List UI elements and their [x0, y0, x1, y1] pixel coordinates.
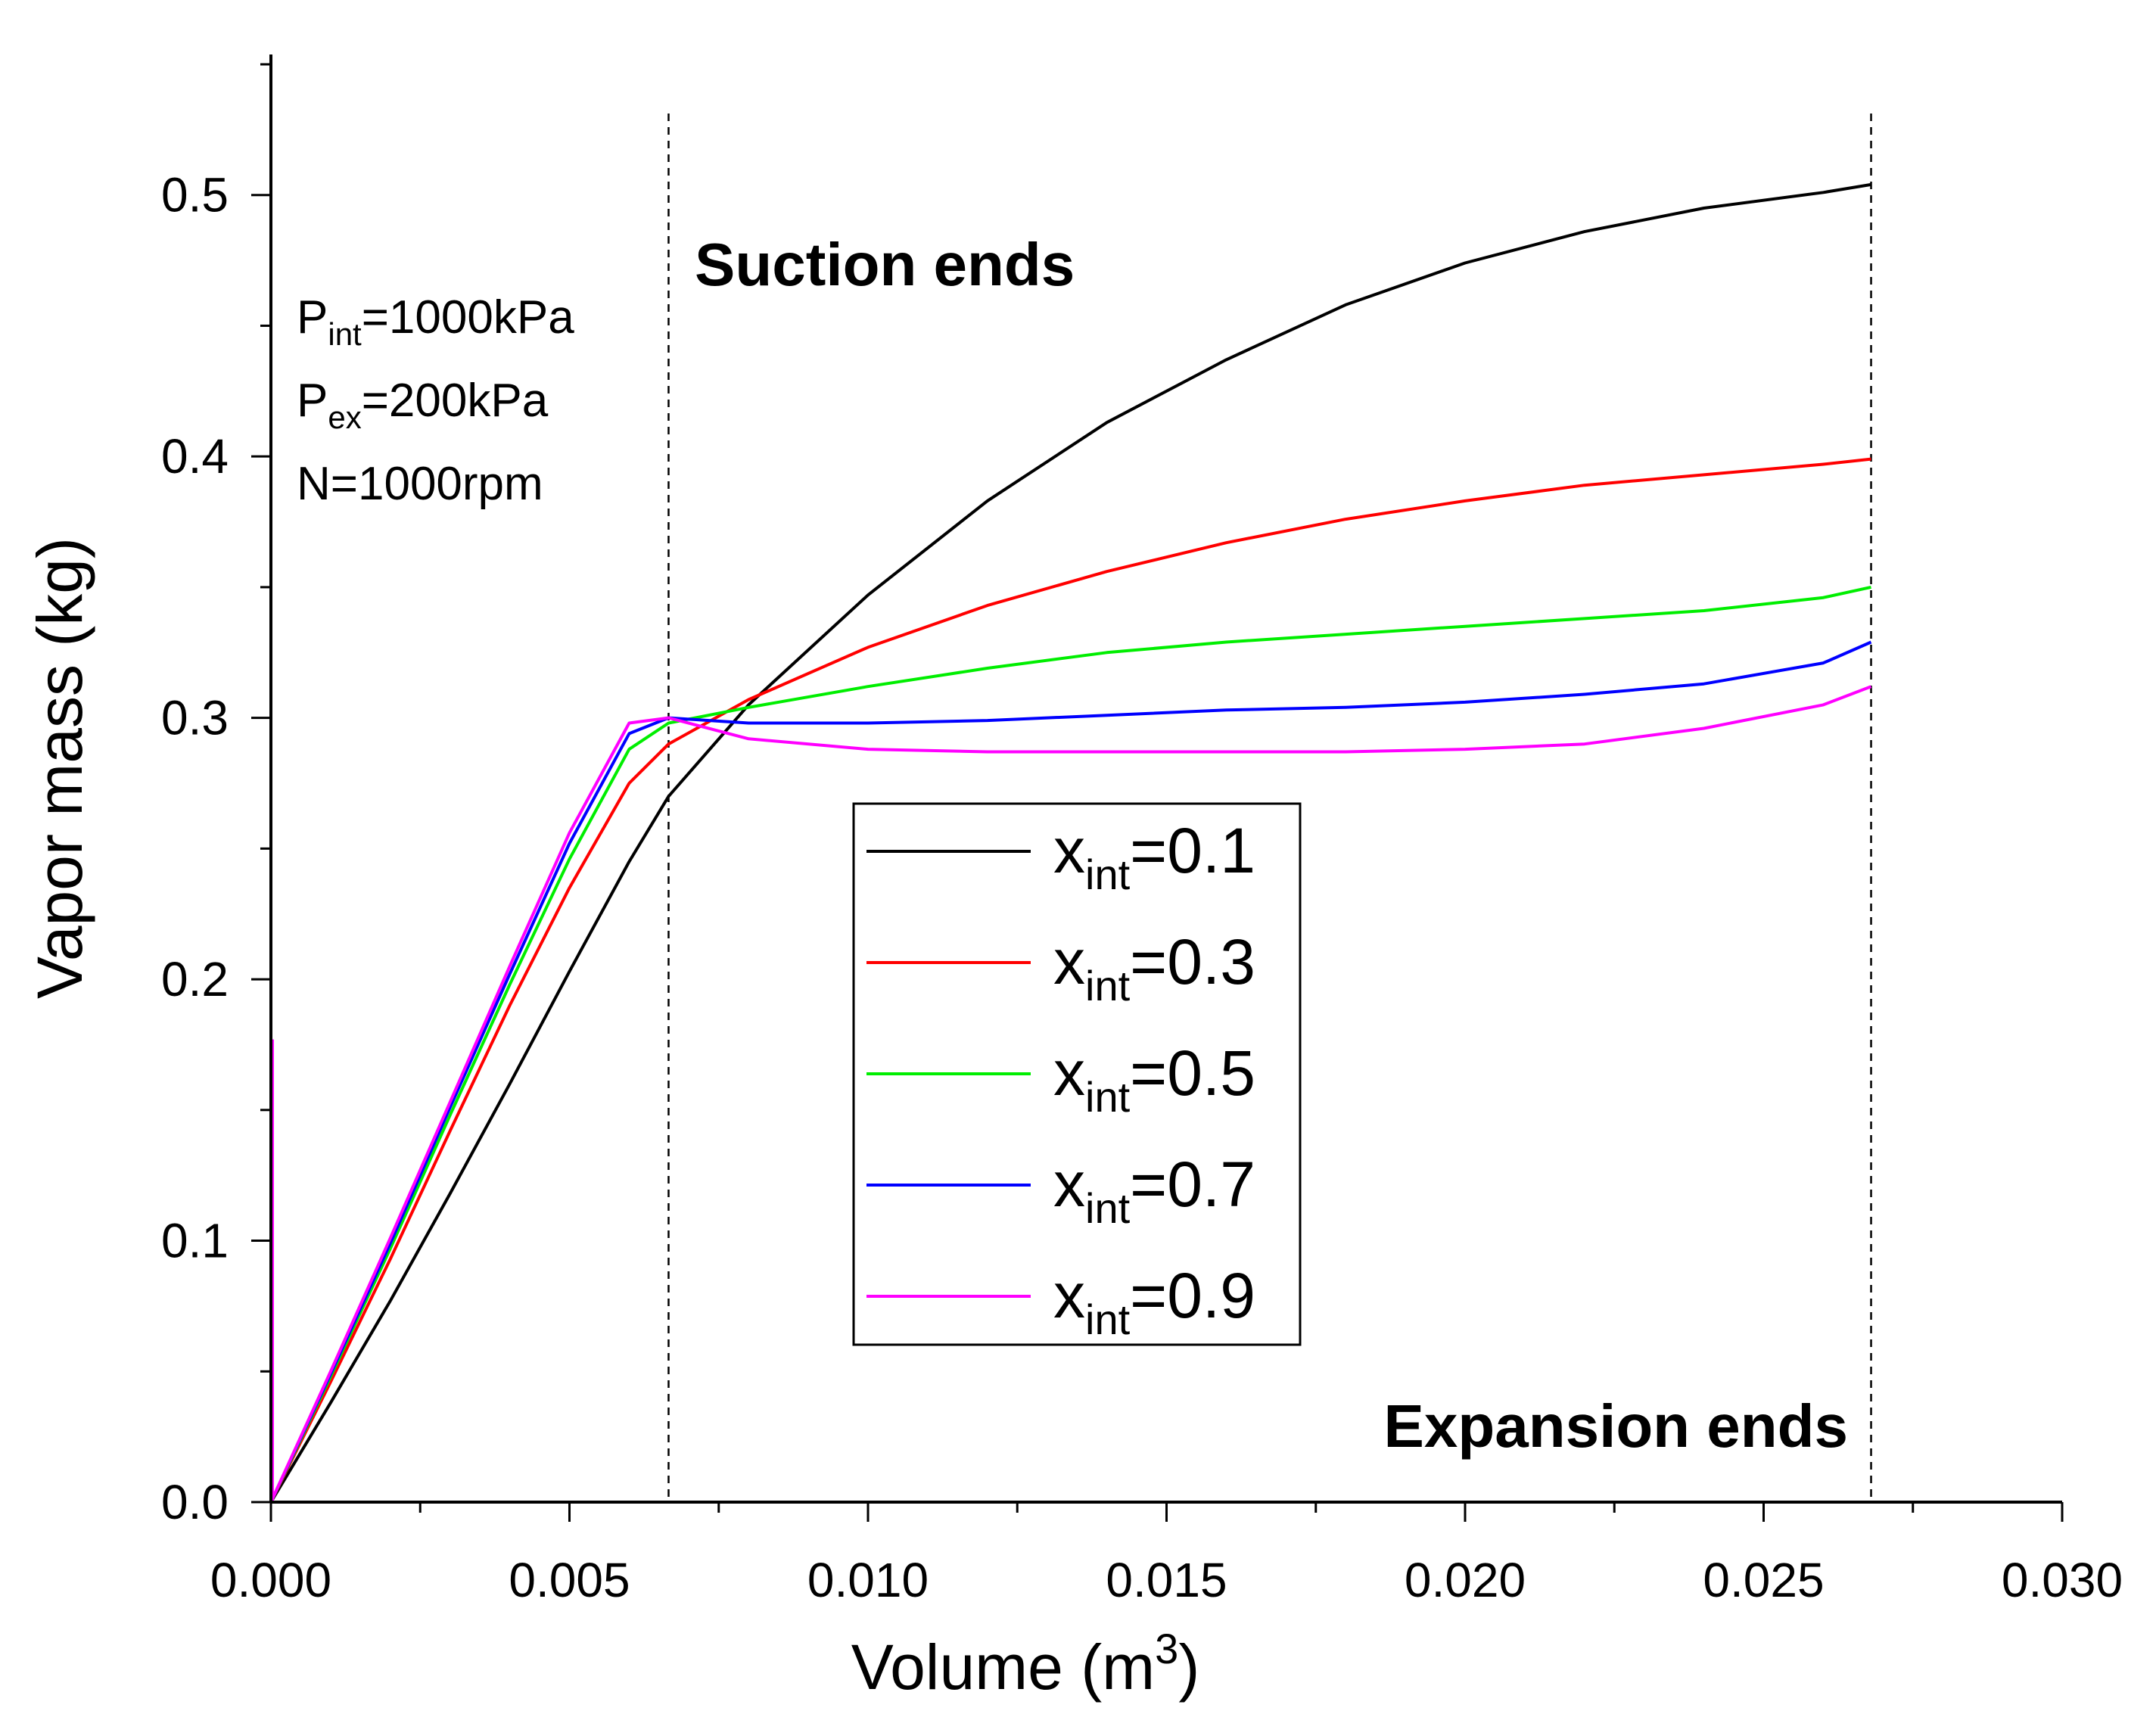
legend-label-5: xint=0.9	[1053, 1260, 1255, 1343]
legend: xint=0.1 xint=0.3 xint=0.5 xint=0.7 xint=0.9	[852, 802, 1302, 1346]
expansion-ends-annotation: Expansion ends	[1384, 1392, 1848, 1460]
legend-label-3: xint=0.5	[1053, 1037, 1255, 1121]
suction-ends-annotation: Suction ends	[695, 231, 1075, 298]
y-tick-label: 0.1	[161, 1214, 229, 1268]
axes: 0.000 0.005 0.010 0.015 0.020 0.025 0.030 0.0 0.…	[161, 54, 2123, 1607]
series-line-3	[269, 585, 1871, 1503]
param-speed: N=1000rpm	[297, 458, 543, 510]
legend-label-2: xint=0.3	[1053, 926, 1255, 1009]
legend-label-4: xint=0.7	[1053, 1149, 1255, 1232]
y-axis-title: Vapor mass (kg)	[24, 537, 95, 999]
y-tick-label: 0.2	[161, 952, 229, 1006]
x-tick-label: 0.010	[807, 1553, 929, 1607]
x-tick-label: 0.005	[509, 1553, 630, 1607]
x-tick-label: 0.025	[1703, 1553, 1824, 1607]
series-line-4	[269, 640, 1872, 1503]
y-tick-label: 0.5	[161, 168, 229, 222]
x-tick-label: 0.030	[2002, 1553, 2123, 1607]
x-tick-label: 0.000	[210, 1553, 331, 1607]
series-line-2	[269, 457, 1871, 1503]
series-line-5	[269, 685, 1872, 1503]
param-pressure-exhaust: Pex=200kPa	[297, 375, 549, 435]
x-tick-label: 0.020	[1405, 1553, 1526, 1607]
y-tick-label: 0.4	[161, 429, 229, 484]
series-line-1	[269, 182, 1871, 1504]
x-tick-label: 0.015	[1106, 1553, 1227, 1607]
y-tick-label: 0.0	[161, 1475, 229, 1529]
x-axis-title: Volume (m3)	[851, 1625, 1200, 1703]
y-tick-label: 0.3	[161, 691, 229, 745]
legend-label-1: xint=0.1	[1053, 815, 1255, 898]
param-pressure-inlet: Pint=1000kPa	[297, 291, 574, 352]
